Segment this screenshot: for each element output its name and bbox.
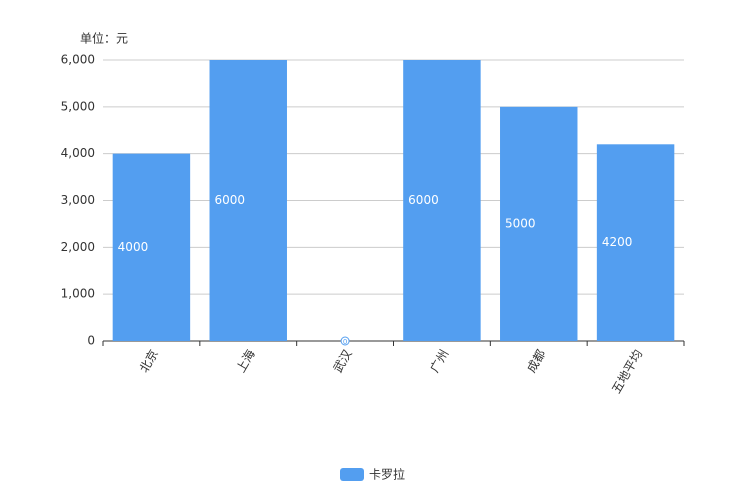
y-tick-label: 5,000 <box>61 99 95 113</box>
x-tick-label: 上海 <box>233 347 258 375</box>
y-tick-label: 2,000 <box>61 240 95 254</box>
bar <box>596 144 675 341</box>
x-tick-label: 广州 <box>427 347 451 375</box>
legend-label: 卡罗拉 <box>369 467 405 482</box>
y-tick-label: 0 <box>87 334 95 348</box>
x-tick-label: 武汉 <box>331 347 355 375</box>
data-label: 5000 <box>505 216 536 230</box>
data-label: 6000 <box>408 193 439 207</box>
y-tick-label: 1,000 <box>61 287 95 301</box>
y-tick-label: 4,000 <box>61 146 95 160</box>
bar <box>403 60 481 341</box>
zero-marker <box>340 336 350 346</box>
data-label: 6000 <box>215 193 246 207</box>
data-label: 4200 <box>602 235 633 249</box>
x-tick-label: 成都 <box>524 347 548 375</box>
x-tick-label: 北京 <box>137 347 161 375</box>
data-label: 4000 <box>118 240 149 254</box>
bar <box>112 153 191 341</box>
y-axis-label: 单位：元 <box>80 31 128 46</box>
y-tick-label: 3,000 <box>61 193 95 207</box>
bar <box>500 106 578 341</box>
data-label: 0 <box>343 338 347 346</box>
bar <box>209 60 287 341</box>
y-tick-label: 6,000 <box>61 53 95 67</box>
legend-swatch <box>340 468 364 481</box>
x-tick-label: 五地平均 <box>609 347 645 396</box>
